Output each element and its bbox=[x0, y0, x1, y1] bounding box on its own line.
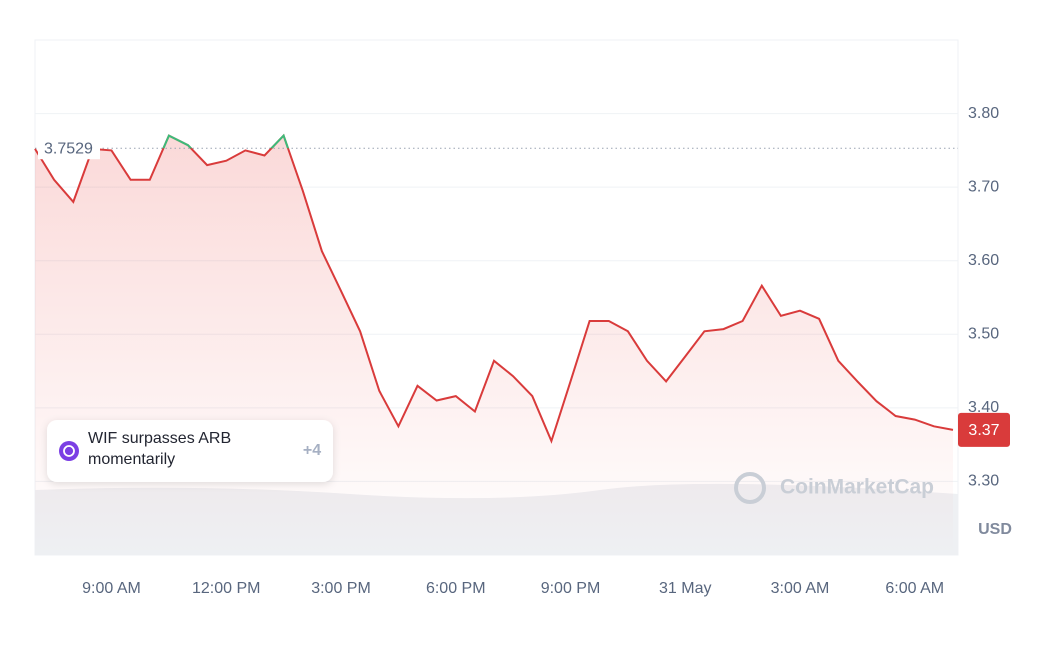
annotation-icon-clock bbox=[63, 445, 75, 457]
watermark: CoinMarketCap bbox=[780, 476, 934, 499]
x-tick-label: 31 May bbox=[659, 580, 711, 597]
annotation-text: WIF surpasses ARB momentarily bbox=[88, 430, 232, 468]
x-tick-label: 6:00 AM bbox=[885, 580, 944, 597]
x-tick-label: 9:00 AM bbox=[82, 580, 141, 597]
last-price-badge bbox=[958, 412, 1010, 447]
x-tick-label: 6:00 PM bbox=[426, 580, 486, 597]
y-tick-label: 3.70 bbox=[968, 178, 999, 195]
annotation-more: +4 bbox=[303, 442, 321, 459]
reference-label: 3.7529 bbox=[44, 140, 93, 157]
y-tick-label: 3.60 bbox=[968, 252, 999, 269]
reference-label-bg bbox=[38, 137, 100, 160]
price-line-above-reference bbox=[91, 133, 290, 149]
x-tick-label: 3:00 PM bbox=[311, 580, 371, 597]
y-tick-label: 3.50 bbox=[968, 326, 999, 343]
y-tick-label: 3.40 bbox=[968, 399, 999, 416]
x-tick-label: 3:00 AM bbox=[771, 580, 830, 597]
x-tick-label: 12:00 PM bbox=[192, 580, 260, 597]
annotation-icon bbox=[59, 441, 79, 461]
annotation-card[interactable]: WIF surpasses ARB momentarily +4 bbox=[47, 420, 333, 482]
last-price-label: 3.37 bbox=[968, 422, 999, 439]
y-tick-label: 3.30 bbox=[968, 473, 999, 490]
currency-label: USD bbox=[978, 521, 1012, 538]
annotation-text-box: WIF surpasses ARB momentarily bbox=[88, 430, 232, 468]
x-tick-label: 9:00 PM bbox=[541, 580, 601, 597]
annotation-box[interactable] bbox=[47, 420, 333, 482]
y-tick-label: 3.80 bbox=[968, 105, 999, 122]
watermark-logo bbox=[734, 472, 766, 504]
